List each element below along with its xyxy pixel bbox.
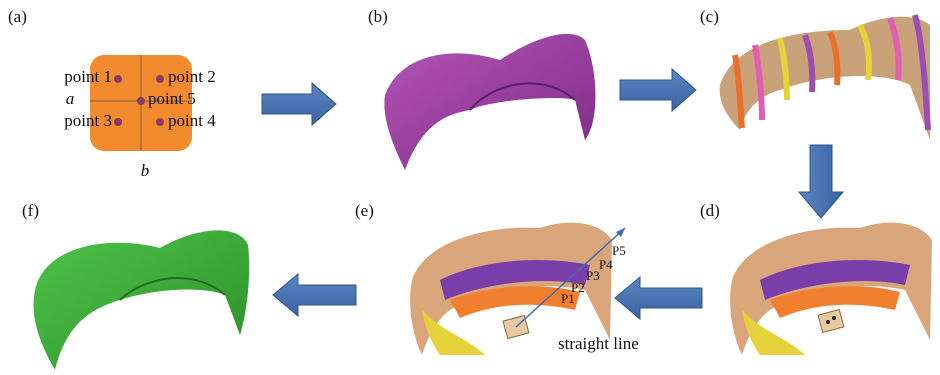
axis-label: a: [66, 89, 75, 108]
caption: straight line: [558, 334, 639, 353]
point-label: P5: [612, 243, 626, 258]
point-label: point 4: [168, 111, 216, 130]
shell: [384, 34, 595, 170]
figure: (a) (b) (c) (d) (e) (f) point 1 point 2 …: [0, 0, 940, 375]
axis-label: b: [141, 161, 150, 180]
arrow: [273, 274, 356, 316]
point-label: point 3: [64, 111, 112, 130]
shell: [34, 230, 250, 370]
point: [114, 75, 122, 83]
point-label: point 1: [64, 67, 112, 86]
arrow: [620, 69, 696, 111]
panel-label: (d): [700, 201, 720, 220]
arrow: [615, 277, 702, 319]
panel-a: point 1 point 2 point 5 point 3 point 4 …: [64, 55, 216, 180]
panel-label: (f): [22, 201, 39, 220]
point: [156, 75, 164, 83]
panel-label: (c): [700, 7, 719, 26]
panel-label: (b): [368, 7, 388, 26]
point: [114, 118, 122, 126]
panel-label: (e): [355, 201, 374, 220]
point-label: P2: [571, 280, 585, 295]
sliced-shell: [720, 15, 930, 140]
point-label: point 5: [148, 89, 196, 108]
panel-label: (a): [8, 7, 27, 26]
point-label: point 2: [168, 67, 216, 86]
sliced-shell: [730, 223, 932, 355]
point-label: P4: [599, 257, 613, 272]
point: [137, 97, 145, 105]
point-label: P3: [586, 268, 600, 283]
arrow: [262, 83, 336, 125]
point: [156, 118, 164, 126]
arrow: [799, 145, 843, 218]
